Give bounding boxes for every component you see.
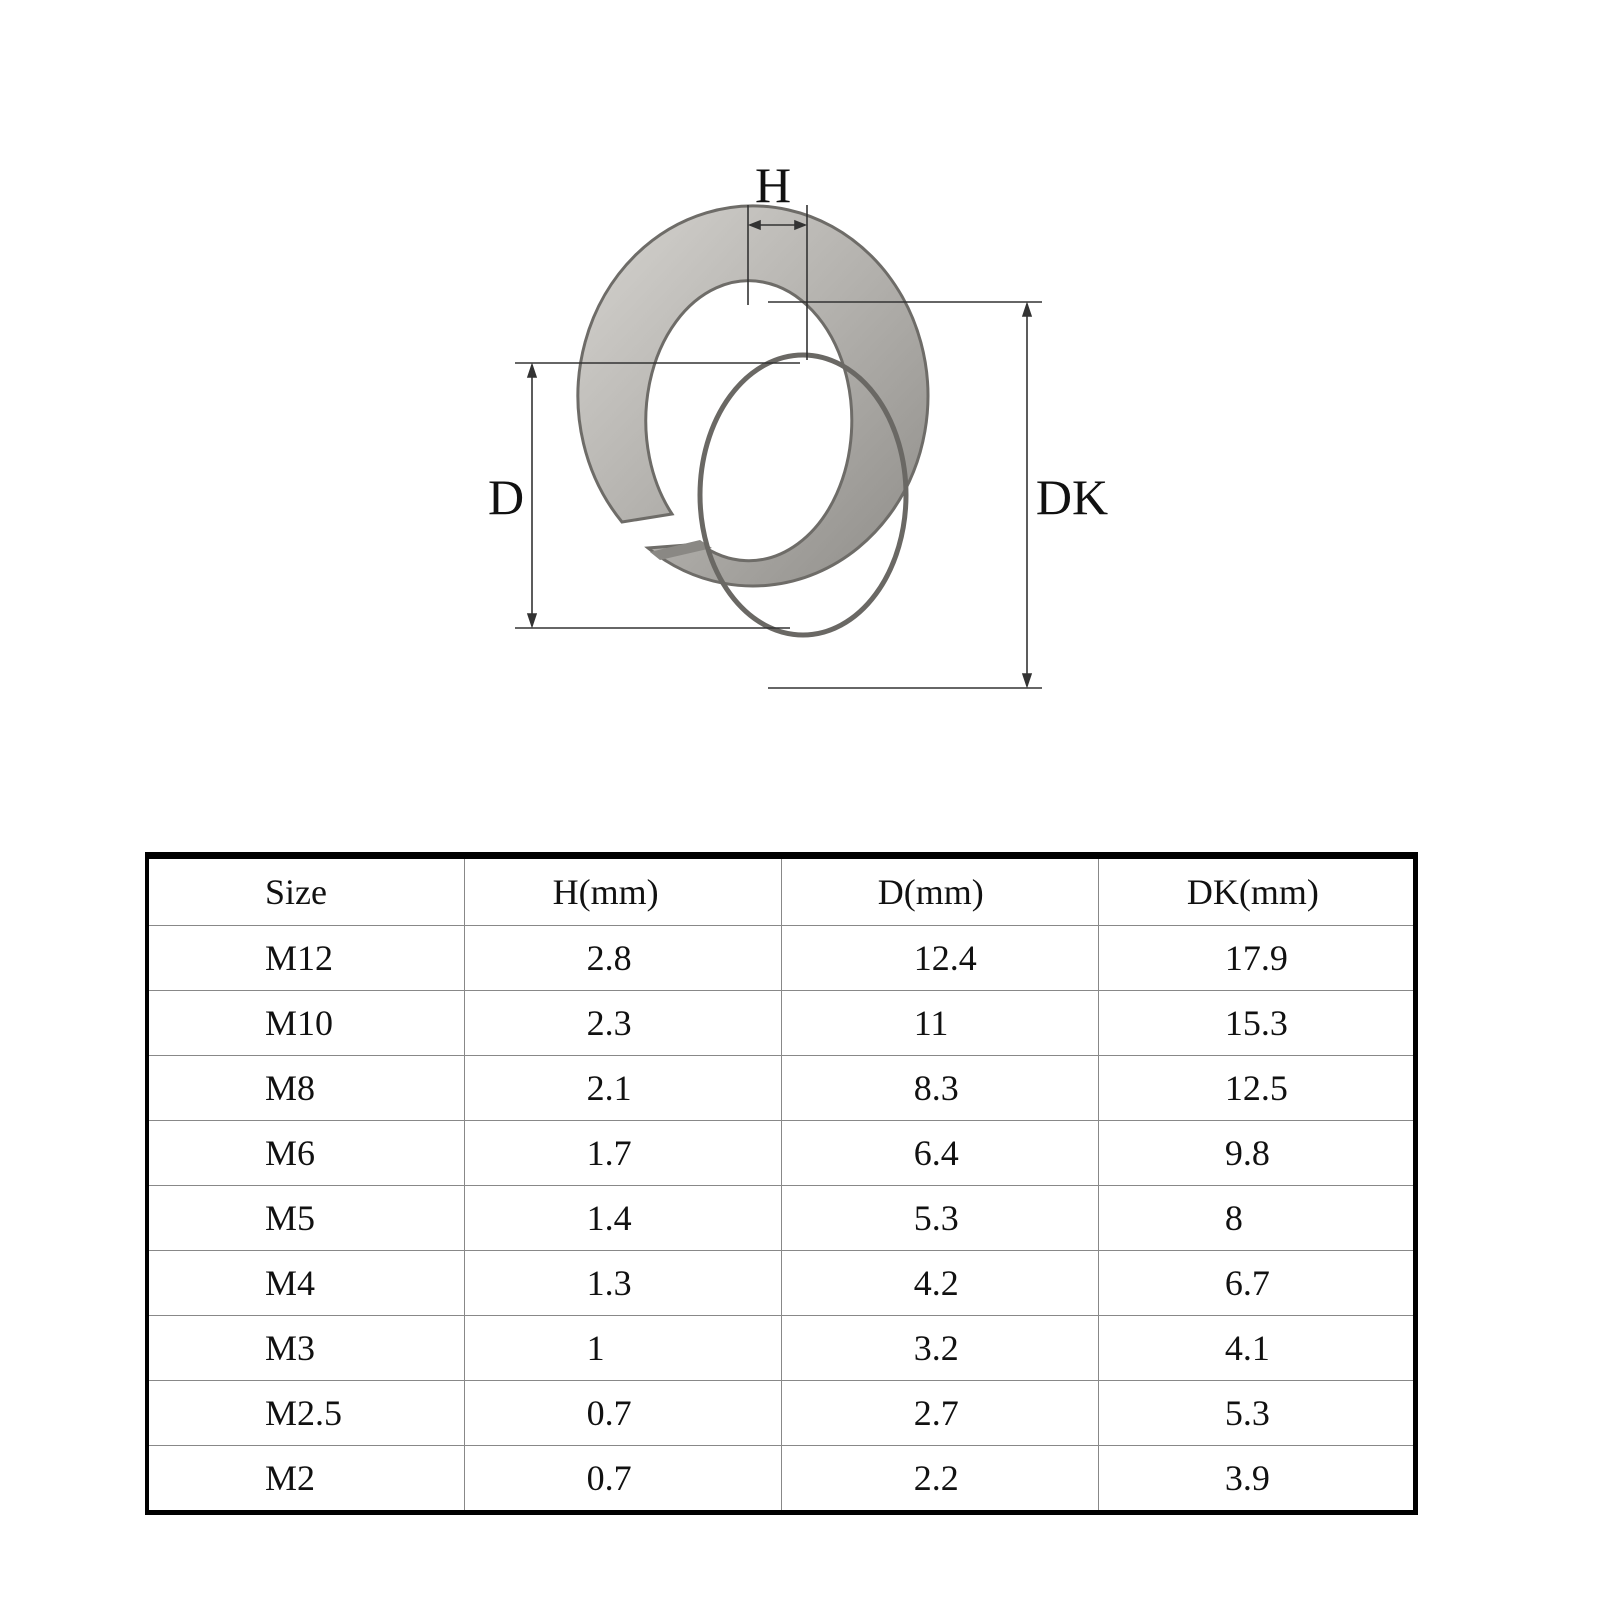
spring-washer-diagram bbox=[515, 204, 1042, 689]
column-header-h: H(mm) bbox=[463, 855, 782, 926]
cell-d: 4.2 bbox=[780, 1250, 1099, 1316]
cell-h: 1.4 bbox=[463, 1185, 782, 1251]
cell-h: 0.7 bbox=[463, 1445, 782, 1513]
cell-d: 12.4 bbox=[780, 925, 1099, 991]
cell-size: M6 bbox=[146, 1120, 465, 1186]
cell-d: 8.3 bbox=[780, 1055, 1099, 1121]
dimension-label-dk: DK bbox=[1035, 469, 1109, 525]
table-row: M12 2.8 12.4 17.9 bbox=[146, 925, 1417, 991]
cell-d: 3.2 bbox=[780, 1315, 1099, 1381]
cell-size: M3 bbox=[146, 1315, 465, 1381]
cell-size: M8 bbox=[146, 1055, 465, 1121]
cell-size: M12 bbox=[146, 925, 465, 991]
cell-h: 2.3 bbox=[463, 990, 782, 1056]
cell-size: M5 bbox=[146, 1185, 465, 1251]
cell-d: 6.4 bbox=[780, 1120, 1099, 1186]
cell-h: 1.7 bbox=[463, 1120, 782, 1186]
table-row: M6 1.7 6.4 9.8 bbox=[146, 1120, 1417, 1186]
cell-dk: 5.3 bbox=[1097, 1380, 1417, 1446]
column-header-dk: DK(mm) bbox=[1097, 855, 1417, 926]
cell-dk: 8 bbox=[1097, 1185, 1417, 1251]
cell-dk: 3.9 bbox=[1097, 1445, 1417, 1513]
cell-dk: 17.9 bbox=[1097, 925, 1417, 991]
table-header-row: Size H(mm) D(mm) DK(mm) bbox=[146, 855, 1417, 926]
cell-dk: 4.1 bbox=[1097, 1315, 1417, 1381]
cell-size: M4 bbox=[146, 1250, 465, 1316]
table-row: M2.5 0.7 2.7 5.3 bbox=[146, 1380, 1417, 1446]
dimension-lines bbox=[515, 205, 1042, 689]
spring-washer-image bbox=[576, 204, 930, 638]
cell-h: 1.3 bbox=[463, 1250, 782, 1316]
cell-size: M10 bbox=[146, 990, 465, 1056]
cell-d: 5.3 bbox=[780, 1185, 1099, 1251]
cell-dk: 9.8 bbox=[1097, 1120, 1417, 1186]
dimension-label-d: D bbox=[487, 469, 525, 525]
size-spec-table: Size H(mm) D(mm) DK(mm) M12 2.8 12.4 17.9 M10 2.… bbox=[145, 852, 1418, 1515]
cell-d: 2.7 bbox=[780, 1380, 1099, 1446]
cell-dk: 15.3 bbox=[1097, 990, 1417, 1056]
table-row: M5 1.4 5.3 8 bbox=[146, 1185, 1417, 1251]
cell-h: 2.8 bbox=[463, 925, 782, 991]
table-row: M3 1 3.2 4.1 bbox=[146, 1315, 1417, 1381]
table-row: M8 2.1 8.3 12.5 bbox=[146, 1055, 1417, 1121]
cell-h: 0.7 bbox=[463, 1380, 782, 1446]
cell-dk: 12.5 bbox=[1097, 1055, 1417, 1121]
cell-d: 11 bbox=[780, 990, 1099, 1056]
column-header-size: Size bbox=[146, 855, 465, 926]
cell-size: M2.5 bbox=[146, 1380, 465, 1446]
cell-dk: 6.7 bbox=[1097, 1250, 1417, 1316]
dimension-label-h: H bbox=[754, 157, 792, 213]
cell-h: 1 bbox=[463, 1315, 782, 1381]
column-header-d: D(mm) bbox=[780, 855, 1099, 926]
cell-h: 2.1 bbox=[463, 1055, 782, 1121]
cell-d: 2.2 bbox=[780, 1445, 1099, 1513]
table-row: M4 1.3 4.2 6.7 bbox=[146, 1250, 1417, 1316]
cell-size: M2 bbox=[146, 1445, 465, 1513]
table-row: M10 2.3 11 15.3 bbox=[146, 990, 1417, 1056]
table-row: M2 0.7 2.2 3.9 bbox=[146, 1445, 1417, 1513]
